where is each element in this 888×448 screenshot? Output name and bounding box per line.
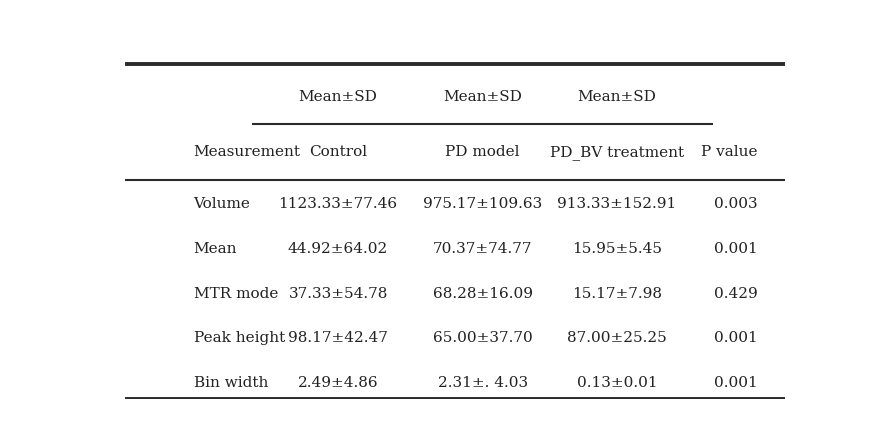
Text: 0.001: 0.001 [714, 241, 757, 256]
Text: 0.003: 0.003 [714, 197, 757, 211]
Text: 65.00±37.70: 65.00±37.70 [432, 332, 533, 345]
Text: 2.31±. 4.03: 2.31±. 4.03 [438, 376, 527, 390]
Text: 2.49±4.86: 2.49±4.86 [297, 376, 378, 390]
Text: Volume: Volume [194, 197, 250, 211]
Text: 1123.33±77.46: 1123.33±77.46 [279, 197, 398, 211]
Text: Measurement: Measurement [194, 145, 300, 159]
Text: Bin width: Bin width [194, 376, 268, 390]
Text: MTR mode: MTR mode [194, 287, 278, 301]
Text: PD_BV treatment: PD_BV treatment [550, 145, 684, 159]
Text: 87.00±25.25: 87.00±25.25 [567, 332, 667, 345]
Text: P value: P value [702, 145, 757, 159]
Text: 68.28±16.09: 68.28±16.09 [432, 287, 533, 301]
Text: 98.17±42.47: 98.17±42.47 [289, 332, 388, 345]
Text: 975.17±109.63: 975.17±109.63 [423, 197, 543, 211]
Text: 44.92±64.02: 44.92±64.02 [288, 241, 388, 256]
Text: 15.17±7.98: 15.17±7.98 [572, 287, 662, 301]
Text: Mean±SD: Mean±SD [443, 90, 522, 104]
Text: 15.95±5.45: 15.95±5.45 [572, 241, 662, 256]
Text: 913.33±152.91: 913.33±152.91 [557, 197, 677, 211]
Text: 37.33±54.78: 37.33±54.78 [289, 287, 388, 301]
Text: 0.001: 0.001 [714, 376, 757, 390]
Text: PD model: PD model [446, 145, 519, 159]
Text: 0.429: 0.429 [714, 287, 757, 301]
Text: 0.001: 0.001 [714, 332, 757, 345]
Text: Mean±SD: Mean±SD [577, 90, 656, 104]
Text: Mean±SD: Mean±SD [298, 90, 377, 104]
Text: Control: Control [309, 145, 367, 159]
Text: 0.13±0.01: 0.13±0.01 [576, 376, 657, 390]
Text: Peak height: Peak height [194, 332, 285, 345]
Text: 70.37±74.77: 70.37±74.77 [432, 241, 533, 256]
Text: Mean: Mean [194, 241, 237, 256]
